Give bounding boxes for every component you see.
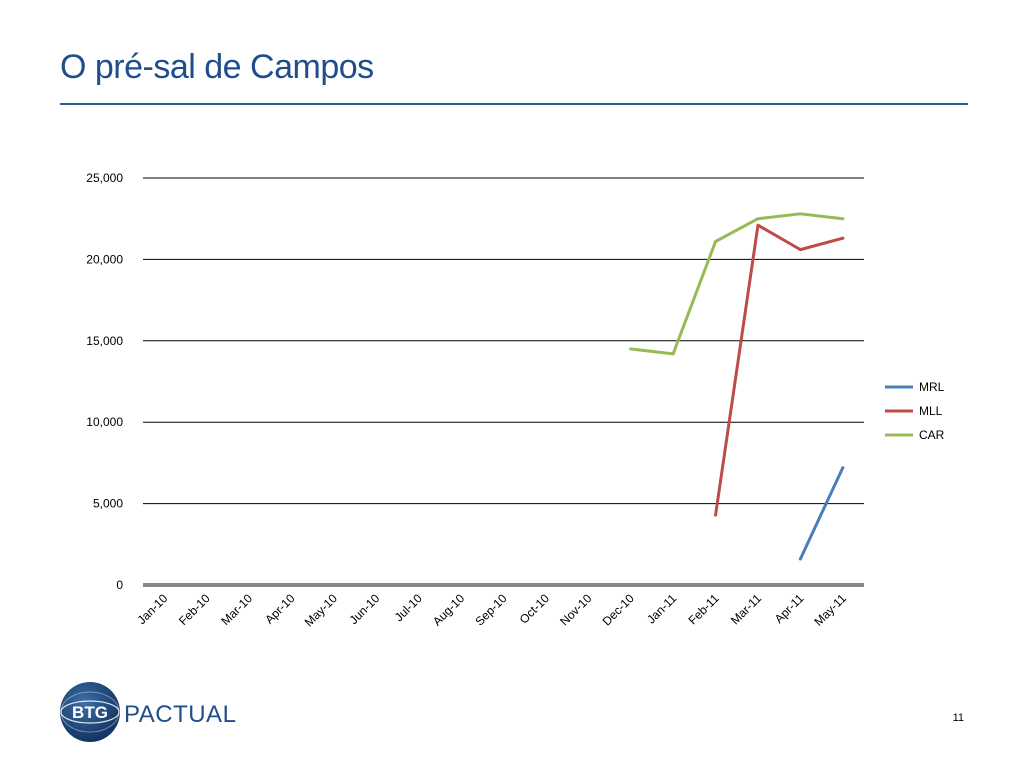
- x-tick-label: May-10: [302, 591, 340, 629]
- legend-label-mll: MLL: [919, 404, 943, 418]
- x-axis-ticks: Jan-10 Feb-10 Mar-10 Apr-10 May-10 Jun-10 Jul-…: [134, 591, 849, 629]
- chart-legend: MRL MLL CAR: [885, 380, 945, 442]
- x-tick-label: Apr-11: [772, 591, 807, 626]
- x-tick-label: Nov-10: [557, 591, 594, 628]
- y-tick-label: 25,000: [86, 171, 123, 185]
- data-point-car: [756, 217, 760, 221]
- page-number: 11: [952, 712, 964, 724]
- x-tick-label: Feb-11: [686, 591, 722, 627]
- series-line-mrl: [798, 466, 845, 561]
- title-divider: [60, 103, 968, 105]
- data-point-car: [841, 217, 845, 221]
- data-point-car: [798, 212, 802, 216]
- x-tick-label: May-11: [811, 591, 849, 629]
- data-point-car: [629, 347, 633, 351]
- data-point-car: [714, 239, 718, 243]
- data-point-car: [671, 352, 675, 356]
- x-tick-label: Oct-10: [517, 591, 553, 627]
- slide-title: O pré-sal de Campos: [60, 48, 374, 86]
- logo-wordmark: PACTUAL: [124, 701, 236, 728]
- x-tick-label: Mar-10: [218, 591, 255, 628]
- x-tick-label: Dec-10: [600, 591, 637, 628]
- data-point-mll: [841, 236, 845, 240]
- btg-pactual-logo: BTG PACTUAL: [60, 682, 236, 742]
- y-axis-ticks: 0 5,000 10,000 15,000 20,000 25,000: [86, 171, 123, 592]
- series-line-car: [629, 212, 845, 356]
- x-tick-label: Sep-10: [472, 591, 509, 628]
- y-tick-label: 10,000: [86, 415, 123, 429]
- series-line-mll: [714, 223, 845, 517]
- y-tick-label: 20,000: [86, 252, 123, 266]
- y-tick-label: 0: [116, 578, 123, 592]
- x-tick-label: Feb-10: [176, 591, 213, 628]
- gridlines: [143, 177, 864, 587]
- data-point-mll: [798, 248, 802, 252]
- x-tick-label: Aug-10: [430, 591, 467, 628]
- x-tick-label: Mar-11: [728, 591, 764, 627]
- data-point-mrl: [798, 557, 802, 561]
- data-point-mll: [756, 223, 760, 227]
- data-point-mrl: [841, 466, 845, 470]
- logo-mark-text: BTG: [72, 703, 108, 722]
- x-tick-label: Apr-10: [262, 591, 298, 627]
- x-tick-label: Jan-10: [134, 591, 170, 627]
- legend-label-car: CAR: [919, 428, 945, 442]
- x-tick-label: Jul-10: [392, 591, 425, 624]
- series-lines: [629, 212, 845, 561]
- y-tick-label: 15,000: [86, 334, 123, 348]
- x-tick-label: Jun-10: [347, 591, 383, 627]
- y-tick-label: 5,000: [93, 497, 123, 511]
- x-tick-label: Jan-11: [644, 591, 679, 626]
- data-point-mll: [714, 513, 718, 517]
- legend-label-mrl: MRL: [919, 380, 945, 394]
- globe-icon: [60, 682, 120, 742]
